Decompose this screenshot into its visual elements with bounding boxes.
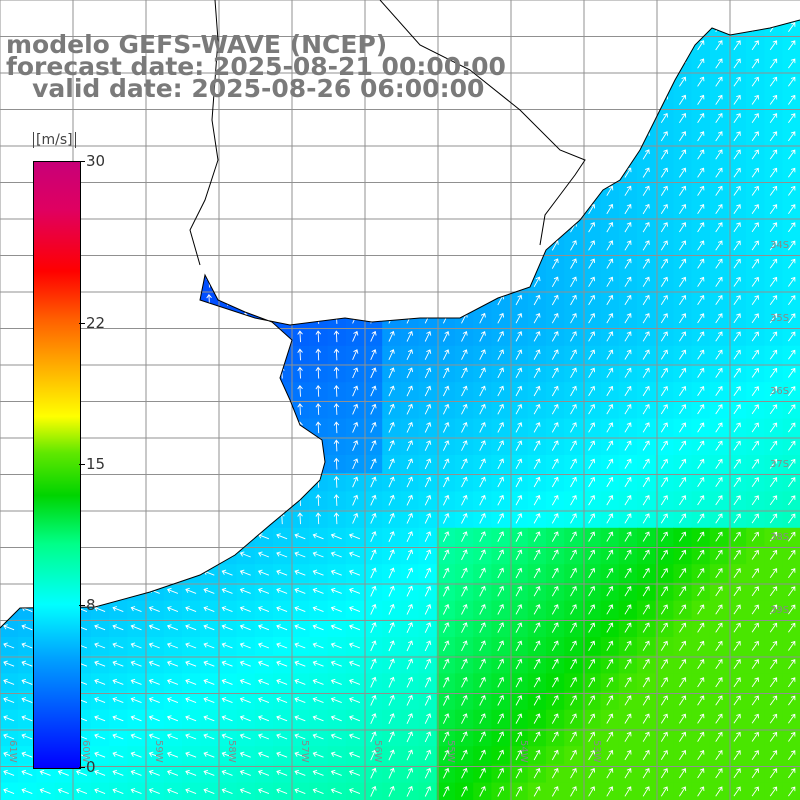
model-title: modelo GEFS-WAVE (NCEP) [6, 30, 388, 59]
longitude-label: 59W [153, 740, 164, 763]
colorbar-tick-label: 15 [86, 455, 106, 473]
latitude-label: 38S [770, 532, 790, 543]
country-border [379, 0, 586, 246]
latitude-label: 35S [770, 313, 790, 324]
colorbar-units: [m/s] [33, 132, 76, 148]
longitude-label: 57W [299, 740, 310, 763]
latitude-label: 36S [770, 386, 790, 397]
valid-date: valid date: 2025-08-26 06:00:00 [6, 74, 485, 103]
colorbar-tick-label: 30 [86, 152, 106, 170]
colorbar-tick-mark [79, 767, 85, 768]
longitude-label: 56W [372, 740, 383, 763]
longitude-label: 54W [518, 740, 529, 763]
latitude-label: 39S [770, 605, 790, 616]
colorbar-tick-label: 22 [86, 313, 106, 332]
river-border [189, 0, 219, 266]
colorbar-tick-label: 8 [86, 596, 96, 615]
coastline [0, 19, 800, 629]
latitude-label: 37S [770, 459, 790, 470]
colorbar-tick-mark [79, 605, 85, 607]
longitude-label: 53W [591, 740, 602, 763]
colorbar-tick-label: 0 [86, 758, 96, 776]
forecast-date: forecast date: 2025-08-21 00:00:00 [6, 52, 506, 81]
latitude-label: 34S [770, 240, 790, 251]
colorbar [33, 161, 81, 769]
colorbar-tick-mark [79, 464, 85, 465]
colorbar-tick-mark [79, 161, 85, 162]
longitude-label: 55W [445, 740, 456, 763]
longitude-label: 58W [226, 740, 237, 763]
colorbar-tick-mark [79, 322, 85, 324]
longitude-label: 61W [7, 740, 18, 763]
longitude-label: 60W [80, 740, 91, 763]
